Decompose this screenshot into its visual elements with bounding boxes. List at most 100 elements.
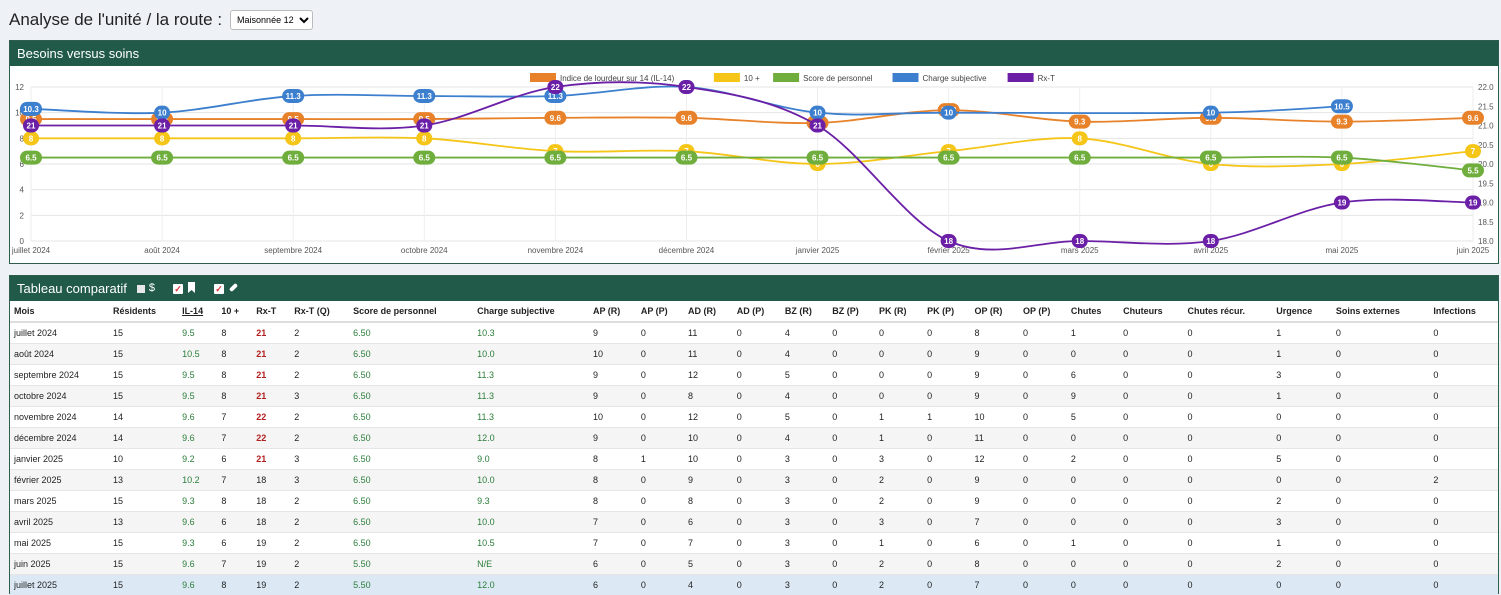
table-row[interactable]: novembre 2024 14 9.6 7 22 2 6.50 11.3 10 0 12 0 5 0 1 1… — [10, 406, 1498, 428]
table-cell: N/E — [473, 553, 589, 575]
unit-select[interactable]: Maisonnée 12 — [230, 10, 314, 30]
table-cell: 0 — [1066, 490, 1120, 512]
toggle-cost-checkbox[interactable] — [136, 284, 145, 293]
table-cell: 0 — [1429, 574, 1498, 595]
data-point — [1202, 234, 1219, 248]
toggle-bookmark-checkbox[interactable]: ✓ — [172, 283, 183, 294]
data-point — [678, 80, 695, 94]
table-cell: 6.50 — [349, 490, 474, 512]
table-row[interactable]: mars 2025 15 9.3 8 18 2 6.50 9.3 8 0 8 0 3 0 2 0 9 0 0 0 0 2 0… — [10, 490, 1498, 512]
column-header-1[interactable]: Résidents — [108, 301, 179, 323]
column-header-8[interactable]: AP (R) — [588, 301, 637, 323]
table-row[interactable]: juillet 2025 15 9.6 8 19 2 5.50 12.0 6 0 4 0 3 0 2 0 7 0 0… — [10, 574, 1498, 595]
column-header-5[interactable]: Rx-T (Q) — [290, 301, 350, 323]
table-cell: 0 — [1019, 427, 1067, 449]
column-header-6[interactable]: Score de personnel — [349, 301, 474, 323]
table-cell: 2 — [290, 406, 350, 428]
column-header-19[interactable]: Chuteurs — [1119, 301, 1184, 323]
table-cell: 9 — [588, 427, 637, 449]
table-header-row: Mois Résidents IL-14 10 + Rx-T Rx-T (Q) Score … — [10, 301, 1498, 323]
column-header-21[interactable]: Urgence — [1272, 301, 1332, 323]
table-row[interactable]: juillet 2024 15 9.5 8 21 2 6.50 10.3 9 0 11 0 4 0 0 0 8 0… — [10, 321, 1498, 344]
column-header-2[interactable]: IL-14 — [178, 301, 218, 323]
column-header-3[interactable]: 10 + — [217, 301, 253, 323]
data-point — [285, 131, 302, 146]
table-cell: 15 — [108, 321, 179, 344]
table-row[interactable]: août 2024 15 10.5 8 21 2 6.50 10.0 10 0 11 0 4 0 0 0 9 0 0… — [10, 343, 1498, 365]
table-cell: 9 — [970, 364, 1020, 386]
table-row[interactable]: janvier 2025 10 9.2 6 21 3 6.50 9.0 8 1 10 0 3 0 3 0 12 0… — [10, 448, 1498, 470]
table-cell: 0 — [1183, 385, 1273, 407]
toggle-pill-checkbox[interactable]: ✓ — [213, 283, 224, 294]
table-cell: 18 — [252, 490, 291, 512]
y-right-tick-label: 21.0 — [1478, 122, 1494, 131]
pill-icon[interactable] — [228, 282, 239, 296]
table-cell: 1 — [875, 532, 924, 554]
bookmark-icon[interactable] — [187, 281, 196, 296]
data-point — [1330, 150, 1353, 165]
table-cell: 6 — [588, 553, 637, 575]
table-cell: 0 — [875, 321, 924, 344]
table-cell: 0 — [636, 321, 685, 344]
table-cell: 1 — [1272, 385, 1332, 407]
table-row[interactable]: octobre 2024 15 9.5 8 21 3 6.50 11.3 9 0 8 0 4 0 0 0 9 0 9… — [10, 385, 1498, 407]
table-cell: juillet 2024 — [10, 321, 109, 344]
data-label: 6.5 — [1205, 154, 1217, 163]
table-cell: 8 — [588, 448, 637, 470]
column-header-7[interactable]: Charge subjective — [473, 301, 589, 323]
column-header-12[interactable]: BZ (R) — [780, 301, 829, 323]
data-label: 10 — [813, 109, 822, 118]
table-row[interactable]: septembre 2024 15 9.5 8 21 2 6.50 11.3 9 0 12 0 5 0 0 0… — [10, 364, 1498, 386]
table-cell: février 2025 — [10, 469, 109, 491]
table-cell: 4 — [684, 574, 733, 595]
column-header-20[interactable]: Chutes récur. — [1183, 301, 1273, 323]
y-left-tick-label: 10 — [15, 109, 24, 118]
column-header-23[interactable]: Infections — [1429, 301, 1498, 323]
column-header-11[interactable]: AD (P) — [732, 301, 781, 323]
table-cell: 7 — [217, 406, 253, 428]
data-label: 9.3 — [1336, 118, 1348, 127]
x-tick-label: avril 2025 — [1193, 246, 1228, 255]
column-header-13[interactable]: BZ (P) — [828, 301, 876, 323]
table-row[interactable]: février 2025 13 10.2 7 18 3 6.50 10.0 8 0 9 0 3 0 2 0 9 0… — [10, 469, 1498, 491]
table-row[interactable]: juin 2025 15 9.6 7 19 2 5.50 N/E 6 0 5 0 3 0 2 0 8 0 0 0 0 2 0… — [10, 553, 1498, 575]
column-header-4[interactable]: Rx-T — [252, 301, 291, 323]
table-cell: 10.0 — [473, 343, 589, 365]
data-label: 19 — [1337, 199, 1346, 208]
column-header-17[interactable]: OP (P) — [1019, 301, 1067, 323]
table-cell: 2 — [875, 553, 924, 575]
table-cell: 5 — [1272, 448, 1332, 470]
column-header-9[interactable]: AP (P) — [636, 301, 685, 323]
table-cell: 9.6 — [178, 553, 218, 575]
series-line — [30, 85, 1342, 116]
table-cell: 6 — [588, 574, 637, 595]
table-cell: 3 — [780, 553, 829, 575]
table-cell: 0 — [732, 532, 781, 554]
table-cell: 3 — [290, 448, 350, 470]
column-header-14[interactable]: PK (R) — [875, 301, 924, 323]
column-header-16[interactable]: OP (R) — [970, 301, 1020, 323]
column-header-10[interactable]: AD (R) — [684, 301, 733, 323]
table-cell: 0 — [1019, 448, 1067, 470]
table-cell: 6.50 — [349, 343, 474, 365]
table-cell: 0 — [1331, 532, 1430, 554]
data-point — [1465, 195, 1481, 210]
table-cell: 0 — [1331, 321, 1430, 344]
table-cell: 3 — [780, 469, 829, 491]
table-row[interactable]: avril 2025 13 9.6 6 18 2 6.50 10.0 7 0 6 0 3 0 3 0 7 0 0 0 0… — [10, 511, 1498, 533]
table-row[interactable]: mai 2025 15 9.3 6 19 2 6.50 10.5 7 0 7 0 3 0 1 0 6 0 1 0 0 1 0… — [10, 532, 1498, 554]
column-header-15[interactable]: PK (P) — [923, 301, 971, 323]
table-cell: 0 — [1183, 364, 1273, 386]
data-label: 8 — [160, 134, 165, 143]
dollar-icon[interactable]: $ — [148, 282, 155, 294]
table-panel: Tableau comparatif $ ✓ ✓ Mois Résidents IL… — [9, 275, 1499, 595]
table-cell: juillet 2025 — [10, 574, 109, 595]
column-header-22[interactable]: Soins externes — [1331, 301, 1430, 323]
table-cell: 0 — [732, 364, 781, 386]
column-header-18[interactable]: Chutes — [1066, 301, 1120, 323]
comparison-table: Mois Résidents IL-14 10 + Rx-T Rx-T (Q) Score … — [10, 301, 1498, 595]
column-header-0[interactable]: Mois — [10, 301, 109, 323]
table-cell: 4 — [780, 385, 829, 407]
table-row[interactable]: décembre 2024 14 9.6 7 22 2 6.50 12.0 9 0 10 0 4 0 1 0 1… — [10, 427, 1498, 449]
y-right-tick-label: 19.5 — [1478, 179, 1494, 188]
